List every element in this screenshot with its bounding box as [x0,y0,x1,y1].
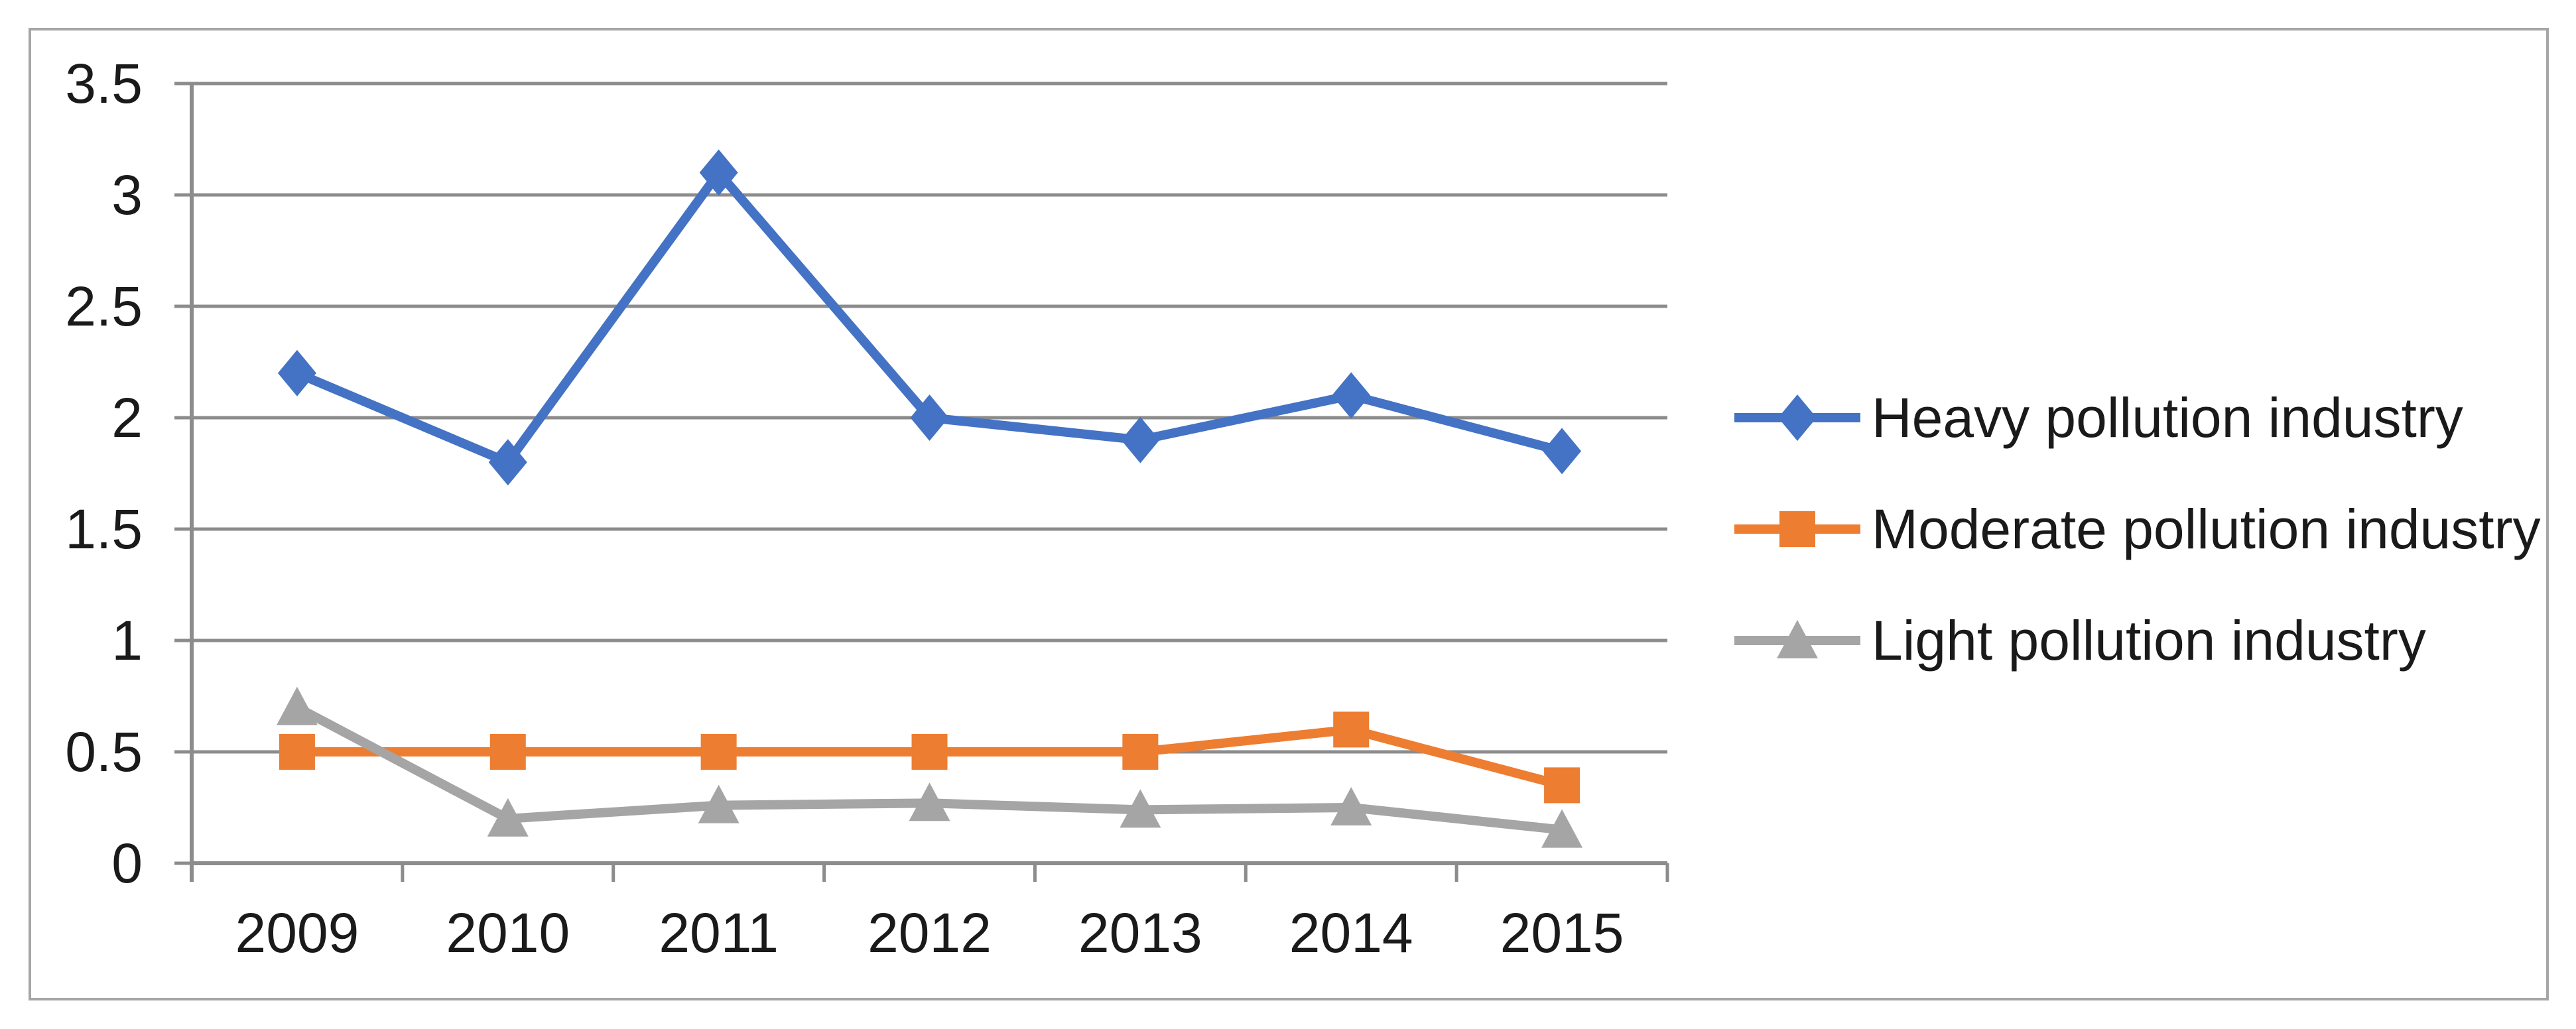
series-heavy-pollution-industry [277,149,1582,486]
marker-square [1779,511,1815,547]
marker-diamond [699,149,738,196]
y-tick-label: 1 [111,609,143,672]
marker-triangle [698,784,740,823]
marker-diamond [910,394,949,441]
x-tick-label: 2013 [1078,902,1202,964]
x-tick-label: 2010 [446,902,570,964]
legend-item-heavy-pollution-industry: Heavy pollution industry [1734,387,2463,449]
marker-triangle [909,782,950,821]
legend-label: Light pollution industry [1872,609,2426,672]
marker-diamond [1543,428,1582,475]
marker-square [279,734,315,770]
marker-triangle [487,798,529,837]
y-tick-label: 2.5 [65,275,143,337]
x-tick-label: 2009 [235,902,359,964]
marker-diamond [1778,394,1817,441]
marker-square [911,734,948,770]
y-tick-label: 3.5 [65,52,143,115]
marker-diamond [277,349,316,396]
y-tick-label: 0 [111,832,143,894]
legend-label: Moderate pollution industry [1872,498,2541,560]
marker-triangle [1120,789,1161,828]
marker-square [1333,711,1370,748]
y-tick-label: 1.5 [65,498,143,560]
y-axis-labels: 0 0.5 1 1.5 2 2.5 3 3.5 [65,52,143,894]
series-light-pollution-industry [276,686,1583,848]
y-tick-label: 3 [111,164,143,226]
x-tick-label: 2015 [1500,902,1624,964]
marker-triangle [1777,620,1818,658]
y-tick-label: 0.5 [65,721,143,783]
x-tick-label: 2012 [868,902,992,964]
marker-square [700,734,737,770]
marker-diamond [1121,416,1160,463]
marker-diamond [488,439,527,486]
marker-diamond [1332,372,1371,419]
legend-item-moderate-pollution-industry: Moderate pollution industry [1734,498,2541,560]
marker-square [1122,734,1159,770]
legend-label: Heavy pollution industry [1872,387,2463,449]
x-tick-label: 2011 [659,902,779,964]
marker-square [489,734,526,770]
marker-triangle [1541,809,1583,848]
y-tick-label: 2 [111,387,143,449]
x-axis-labels: 2009 2010 2011 2012 2013 2014 2015 [235,902,1624,964]
marker-triangle [276,686,318,725]
series-moderate-pollution-industry [279,711,1580,804]
x-tick-label: 2014 [1289,902,1413,964]
marker-triangle [1330,787,1372,825]
marker-square [1544,767,1580,804]
legend-item-light-pollution-industry: Light pollution industry [1734,609,2426,672]
chart-border [29,28,2549,1000]
legend: Heavy pollution industry Moderate polluti… [1734,387,2541,672]
